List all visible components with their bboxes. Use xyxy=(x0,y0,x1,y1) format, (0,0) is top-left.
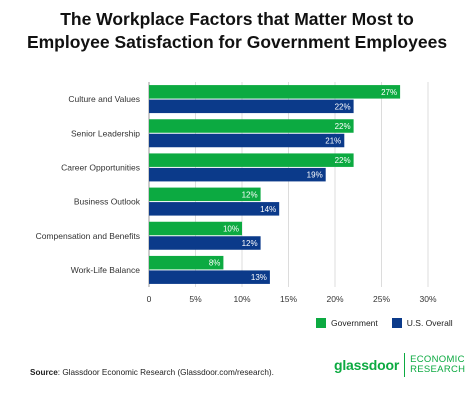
source-text: : Glassdoor Economic Research (Glassdoor… xyxy=(57,368,274,377)
category-label: Work-Life Balance xyxy=(71,265,141,275)
data-label-government: 10% xyxy=(223,225,239,234)
data-label-us-overall: 12% xyxy=(242,239,258,248)
data-label-us-overall: 13% xyxy=(251,273,267,282)
data-label-us-overall: 21% xyxy=(325,137,341,146)
category-label: Career Opportunities xyxy=(61,162,140,172)
x-tick-label: 20% xyxy=(326,294,343,304)
legend-item-us-overall: U.S. Overall xyxy=(391,318,453,328)
chart-title-line-1: The Workplace Factors that Matter Most t… xyxy=(60,9,414,29)
bar-us-overall xyxy=(149,270,270,284)
data-label-us-overall: 14% xyxy=(260,205,276,214)
brand-divider xyxy=(404,353,406,377)
data-label-government: 22% xyxy=(335,122,351,131)
category-label: Compensation and Benefits xyxy=(36,231,140,241)
source-note: Source: Glassdoor Economic Research (Gla… xyxy=(30,368,274,377)
data-label-us-overall: 19% xyxy=(307,171,323,180)
data-label-us-overall: 22% xyxy=(335,102,351,111)
brand-name: glassdoor xyxy=(334,357,400,373)
category-label: Senior Leadership xyxy=(71,128,140,138)
bar-government xyxy=(149,221,242,236)
category-label: Culture and Values xyxy=(68,94,140,104)
chart-title: The Workplace Factors that Matter Most t… xyxy=(0,8,474,54)
brand-subtitle-line-1: ECONOMIC xyxy=(410,353,465,365)
data-label-government: 22% xyxy=(335,156,351,165)
bar-government xyxy=(149,187,261,202)
x-tick-label: 10% xyxy=(233,294,250,304)
chart-title-line-2: Employee Satisfaction for Government Emp… xyxy=(26,32,448,52)
bar-government xyxy=(149,153,354,167)
data-label-government: 27% xyxy=(381,88,397,97)
legend-label-government: Government xyxy=(331,318,378,328)
brand-subtitle: ECONOMIC RESEARCH xyxy=(410,353,466,376)
category-label: Business Outlook xyxy=(74,197,141,207)
x-tick-label: 30% xyxy=(419,294,436,304)
x-tick-label: 25% xyxy=(373,294,390,304)
glassdoor-logo: glassdoor ECONOMIC RESEARCH xyxy=(334,353,465,377)
bar-us-overall xyxy=(149,167,326,182)
x-tick-label: 5% xyxy=(189,294,202,304)
bar-us-overall xyxy=(149,236,261,250)
data-label-government: 12% xyxy=(242,190,258,199)
legend: Government U.S. Overall xyxy=(316,318,467,328)
bar-government xyxy=(149,119,354,133)
legend-label-us-overall: U.S. Overall xyxy=(406,318,453,328)
bar-us-overall xyxy=(149,133,345,148)
bar-us-overall xyxy=(149,202,280,216)
legend-swatch-us-overall xyxy=(391,318,402,328)
data-label-government: 8% xyxy=(209,259,221,268)
bar-government xyxy=(149,255,224,270)
brand-subtitle-line-2: RESEARCH xyxy=(410,364,466,375)
x-tick-label: 0 xyxy=(147,294,152,304)
legend-swatch-government xyxy=(316,318,326,328)
source-label: Source xyxy=(30,368,58,377)
x-tick-label: 15% xyxy=(280,294,297,304)
bar-government xyxy=(149,85,401,99)
legend-item-government: Government xyxy=(316,318,378,328)
bar-us-overall xyxy=(149,99,354,114)
